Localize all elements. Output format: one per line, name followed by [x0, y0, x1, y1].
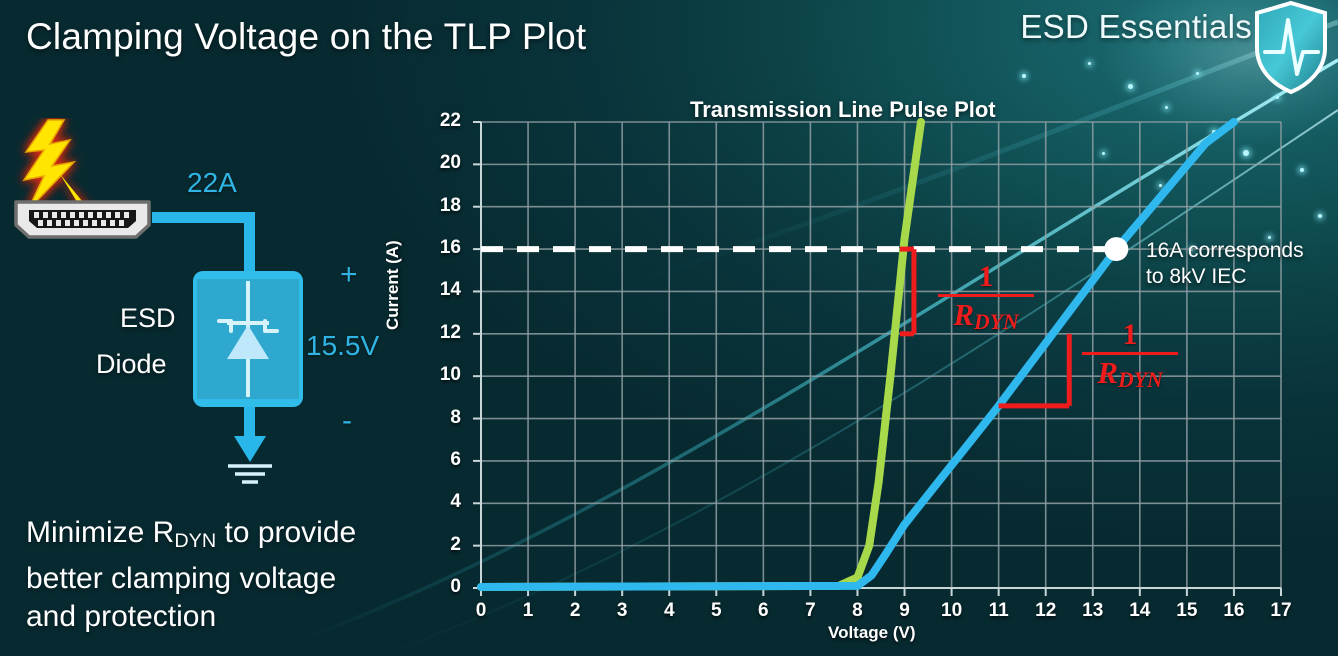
y-tick-label: 18 — [439, 194, 461, 216]
y-tick-label: 8 — [450, 406, 461, 428]
y-tick-label: 2 — [450, 533, 461, 555]
shield-heartbeat-icon — [1255, 0, 1327, 95]
wire-horizontal — [152, 212, 255, 223]
x-tick-label: 2 — [569, 600, 581, 621]
current-label: 22A — [187, 167, 237, 198]
x-tick-label: 14 — [1129, 600, 1151, 621]
callout-line1: 16A corresponds — [1146, 239, 1304, 262]
wire-vertical-top — [244, 212, 255, 274]
note-line3: and protection — [26, 599, 217, 633]
x-tick-label: 13 — [1082, 600, 1104, 621]
y-tick-label: 12 — [439, 321, 461, 343]
x-axis-label: Voltage (V) — [828, 623, 916, 642]
y-tick-label: 10 — [439, 364, 461, 386]
x-tick-label: 10 — [941, 600, 963, 621]
left-frac-den-sub: DYN — [974, 309, 1019, 334]
y-tick-label: 20 — [439, 152, 461, 174]
x-tick-label: 0 — [475, 600, 487, 621]
chart-title: Transmission Line Pulse Plot — [690, 97, 996, 122]
x-tick-label: 3 — [616, 600, 628, 621]
device-label-line1: ESD — [120, 303, 176, 333]
x-tick-label: 11 — [988, 600, 1009, 621]
x-tick-label: 4 — [663, 600, 675, 621]
right-frac-bar — [1082, 352, 1178, 355]
y-tick-label: 22 — [439, 110, 461, 131]
left-frac-bar — [938, 294, 1034, 297]
device-label-line2: Diode — [96, 349, 167, 379]
voltage-label: 15.5V — [306, 330, 380, 361]
slope-annotation-left: 1 RDYN — [938, 262, 1034, 339]
x-tick-label: 16 — [1223, 600, 1245, 621]
y-tick-label: 0 — [450, 576, 461, 597]
x-tick-label: 5 — [710, 600, 722, 621]
y-axis-label: Current (A) — [383, 240, 402, 330]
note-line1-sub: DYN — [174, 529, 217, 552]
esd-diode-body — [193, 271, 303, 407]
page-title: Clamping Voltage on the TLP Plot — [26, 16, 587, 57]
callout-line2: to 8kV IEC — [1146, 265, 1247, 288]
polarity-minus: - — [342, 404, 352, 437]
right-frac-den-sub: DYN — [1118, 367, 1163, 392]
left-frac-denominator: RDYN — [938, 298, 1034, 339]
note-line2: better clamping voltage — [26, 561, 337, 595]
right-frac-numerator: 1 — [1122, 318, 1138, 351]
x-tick-label: 9 — [899, 600, 910, 621]
y-tick-label: 4 — [450, 491, 461, 513]
y-tick-label: 14 — [439, 279, 461, 301]
left-frac-numerator: 1 — [978, 260, 994, 293]
brand-title: ESD Essentials — [1020, 8, 1252, 45]
note-line1-post: to provide — [216, 516, 357, 549]
hdmi-connector-icon — [14, 200, 151, 239]
left-frac-den-main: R — [953, 297, 975, 332]
y-tick-label: 6 — [450, 448, 461, 470]
x-tick-label: 15 — [1176, 600, 1198, 621]
tvs-diode-icon — [217, 281, 279, 397]
wire-vertical-bottom — [244, 404, 255, 446]
x-tick-label: 6 — [758, 600, 769, 621]
clamping-callout: 16A corresponds to 8kV IEC — [1146, 238, 1338, 290]
right-frac-denominator: RDYN — [1082, 356, 1178, 397]
bottom-note: Minimize RDYN to provide better clamping… — [26, 514, 446, 636]
polarity-plus: + — [340, 258, 358, 291]
x-tick-label: 17 — [1270, 600, 1292, 621]
slope-annotation-right: 1 RDYN — [1082, 320, 1178, 397]
note-line1-pre: Minimize R — [26, 516, 175, 549]
x-tick-label: 7 — [805, 600, 816, 621]
x-tick-label: 8 — [852, 600, 863, 621]
right-frac-den-main: R — [1097, 355, 1119, 390]
x-tick-label: 12 — [1035, 600, 1057, 621]
x-tick-label: 1 — [522, 600, 534, 621]
ground-symbol-icon — [228, 436, 272, 484]
y-tick-label: 16 — [439, 237, 461, 259]
